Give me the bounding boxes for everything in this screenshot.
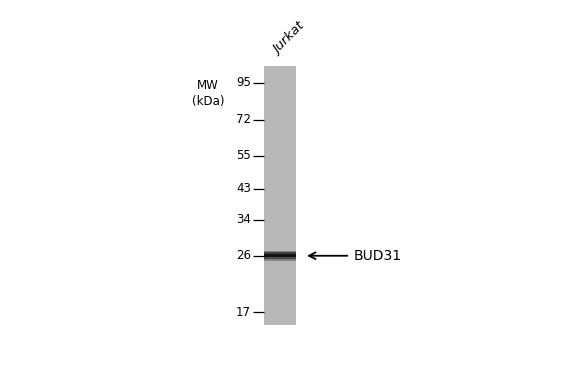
Bar (264, 257, 296, 259)
Text: 26: 26 (236, 249, 251, 262)
Bar (264, 254, 296, 257)
Text: 17: 17 (236, 306, 251, 319)
Text: MW
(kDa): MW (kDa) (192, 79, 224, 108)
Bar (264, 66, 296, 325)
Bar (264, 258, 296, 260)
Text: 43: 43 (236, 182, 251, 195)
Text: BUD31: BUD31 (354, 249, 402, 263)
Bar (264, 253, 296, 255)
Text: 72: 72 (236, 113, 251, 126)
Text: 34: 34 (236, 214, 251, 226)
Text: Jurkat: Jurkat (271, 20, 308, 57)
Bar (264, 251, 296, 254)
Text: 55: 55 (236, 149, 251, 162)
Text: 95: 95 (236, 76, 251, 89)
